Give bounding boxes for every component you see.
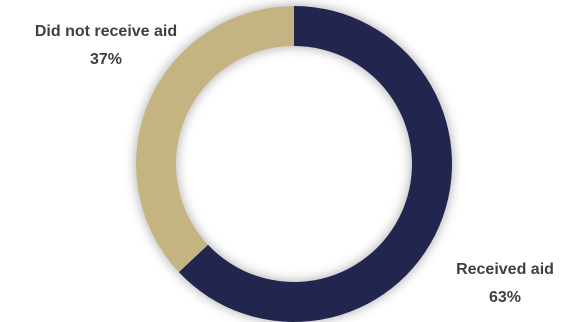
slice-label-received-aid: Received aid 63% — [456, 261, 554, 306]
slice-value-did-not-receive-aid: 37% — [90, 51, 122, 68]
slice-label-did-not-receive-aid: Did not receive aid 37% — [35, 23, 177, 68]
slice-value-received-aid: 63% — [489, 289, 521, 306]
slice-name-did-not-receive-aid: Did not receive aid — [35, 23, 177, 40]
slice-received-aid — [178, 6, 453, 322]
slice-name-received-aid: Received aid — [456, 261, 554, 278]
slice-did-not-receive-aid — [136, 6, 294, 273]
donut-slices — [136, 6, 453, 322]
